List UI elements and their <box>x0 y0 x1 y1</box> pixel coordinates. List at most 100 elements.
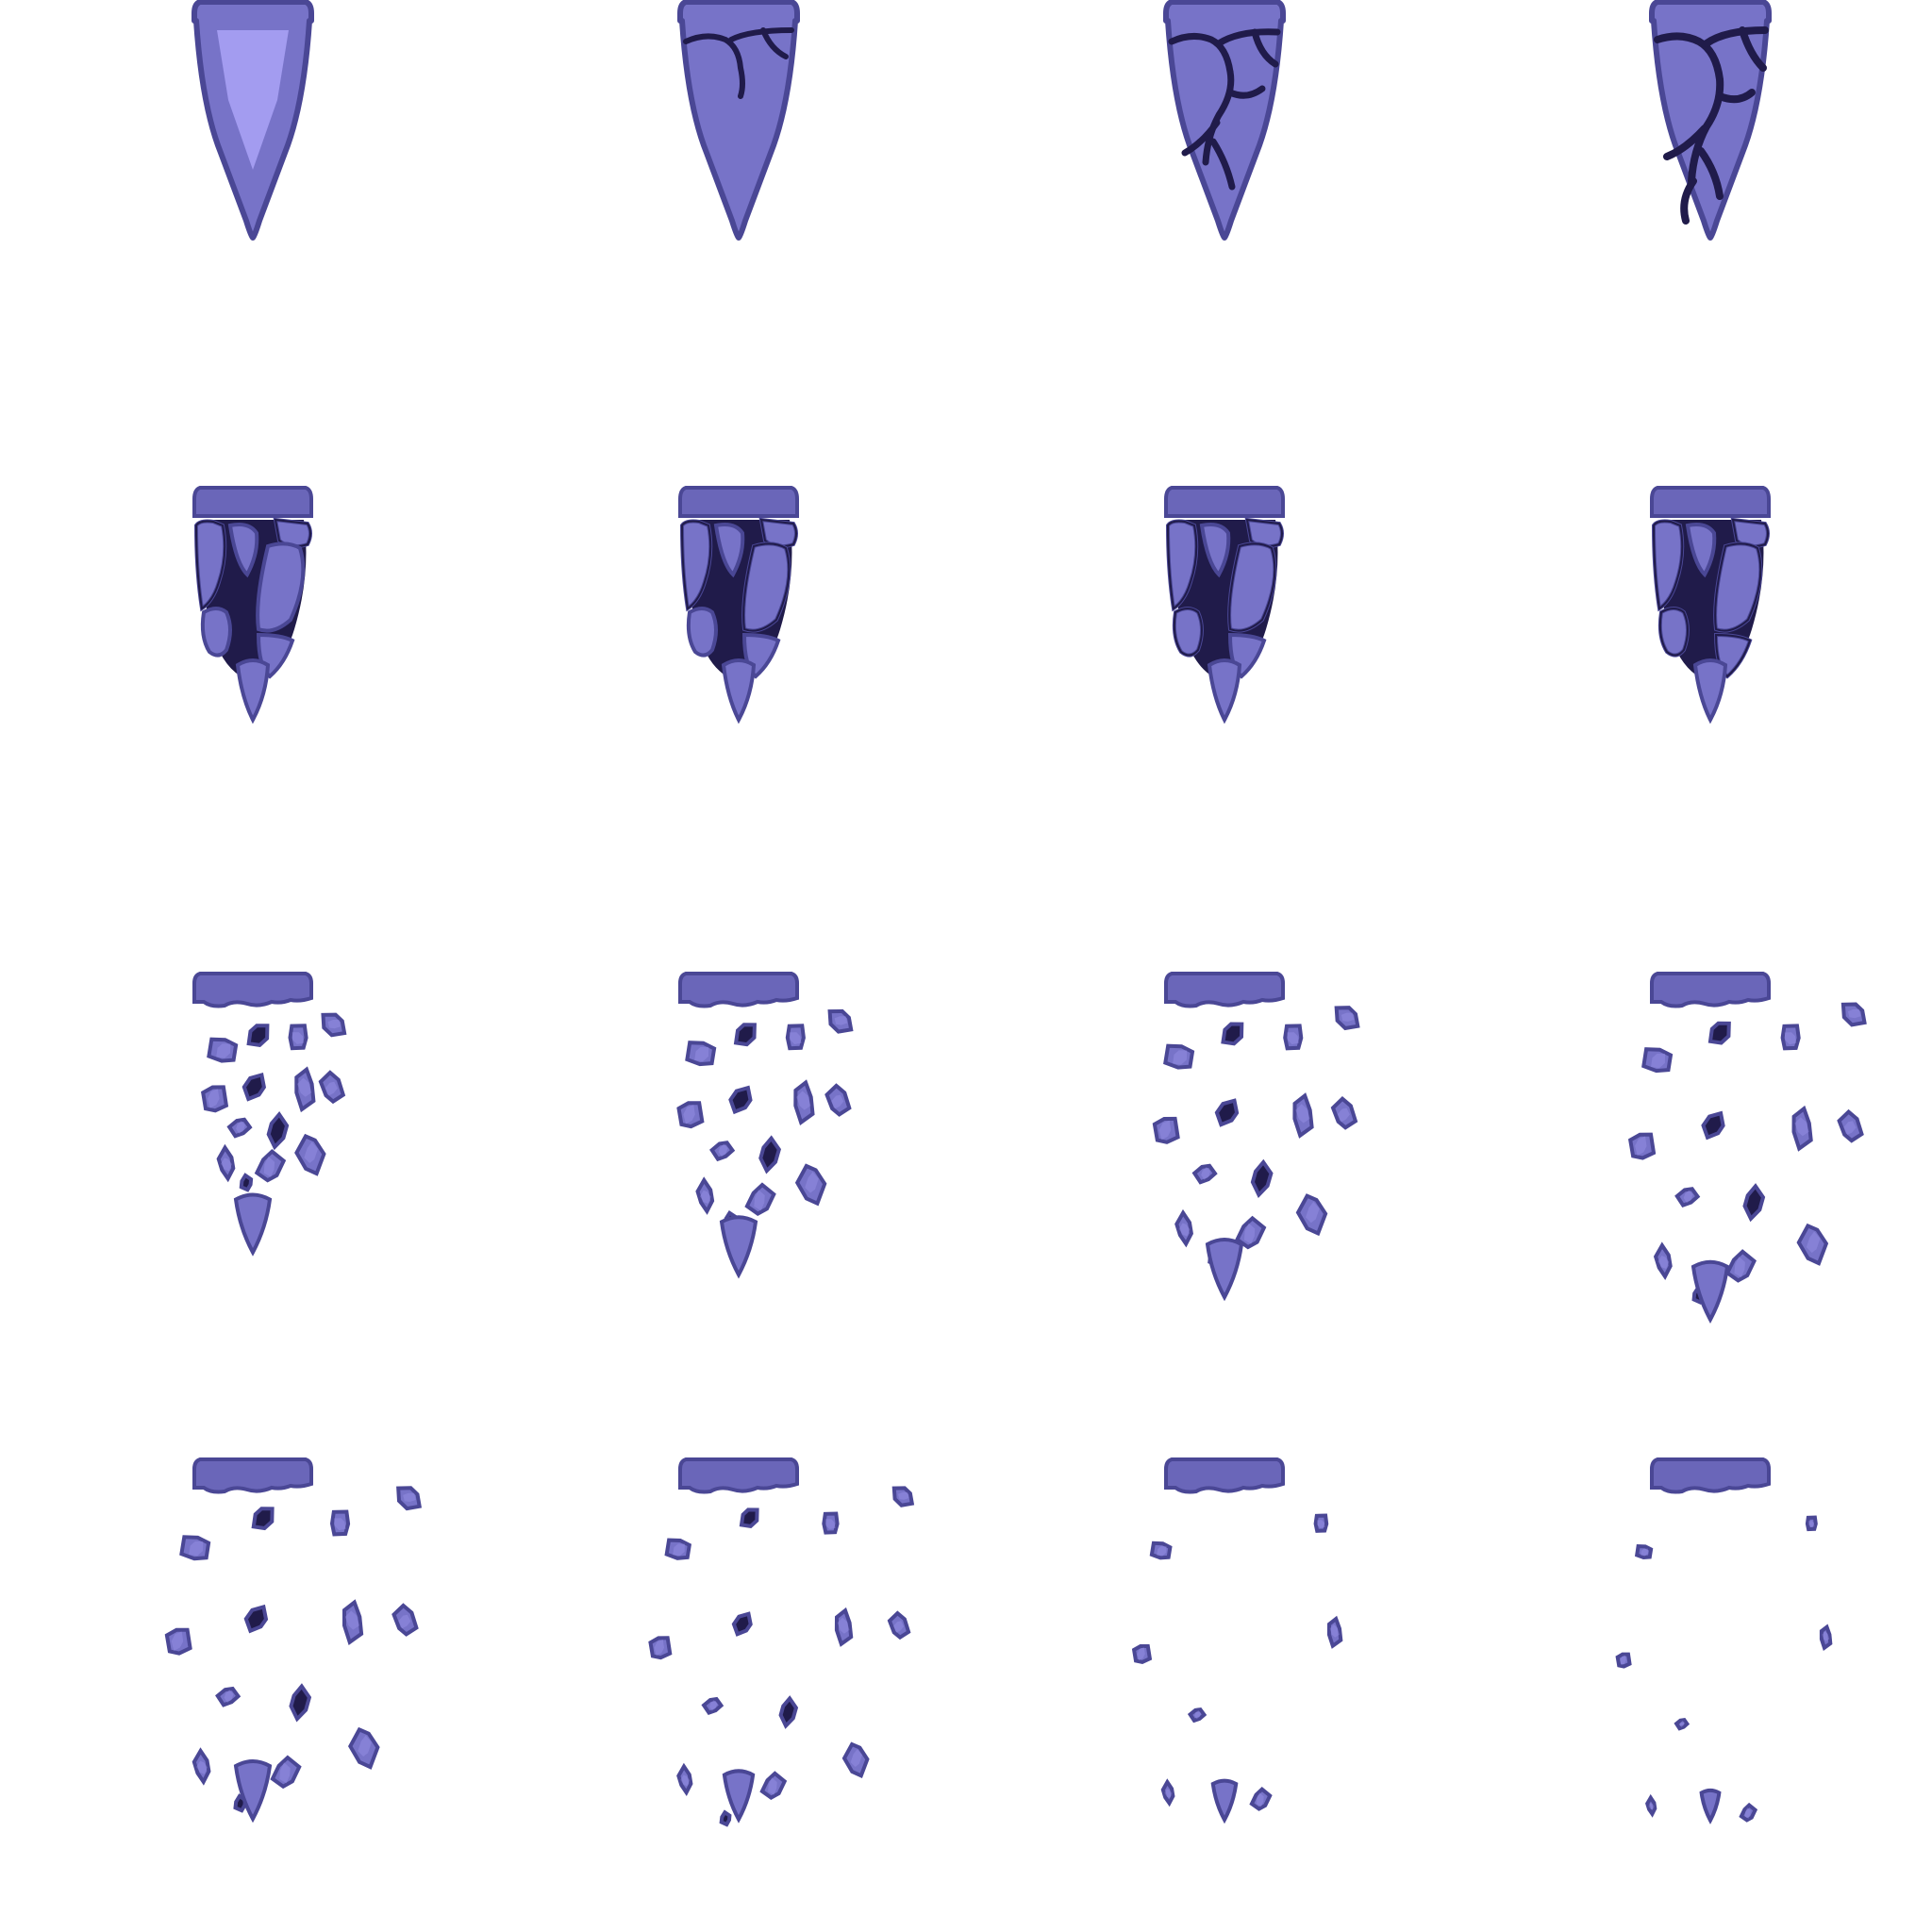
ice-fragment <box>701 1696 724 1715</box>
fragment-glint <box>796 1091 811 1110</box>
fragment-glint <box>831 1094 844 1109</box>
fragment-glint <box>297 1077 312 1097</box>
ice-fragment <box>891 1486 915 1507</box>
ice-shard <box>256 541 306 633</box>
ice-fragment <box>192 1747 211 1786</box>
ice-fragment <box>759 1771 788 1800</box>
sprite-frame-11 <box>1152 972 1360 1302</box>
icicle-body <box>1163 0 1286 241</box>
ice-fragment <box>200 1085 229 1113</box>
ice-fragment <box>226 1117 253 1139</box>
fragment-glint <box>1243 1223 1256 1244</box>
ice-fragment <box>216 1143 236 1183</box>
icicle-cap <box>192 486 313 518</box>
fragment-glint <box>1306 1201 1320 1224</box>
fragment-glint <box>1329 1624 1340 1638</box>
ice-fragment <box>1674 1187 1701 1208</box>
ice-fragment <box>1313 1513 1329 1533</box>
ice-fragment <box>1627 1132 1657 1160</box>
icicle-crack <box>1215 28 1281 47</box>
icicle-cap <box>678 972 799 1008</box>
fragment-glint <box>1847 1008 1861 1019</box>
ice-fragment <box>294 1066 316 1113</box>
fragment-glint <box>1173 1050 1188 1065</box>
ice-fragment <box>794 1163 827 1207</box>
fragment-glint <box>358 1735 372 1757</box>
icicle-cap <box>1650 972 1771 1008</box>
icicle-crack <box>1181 119 1221 157</box>
fragment-glint <box>709 1700 718 1711</box>
shard-edge <box>742 542 791 632</box>
ice-fragment <box>1295 1193 1328 1237</box>
shard-edge <box>1658 608 1689 657</box>
ice-fragment <box>824 1083 852 1117</box>
fragment-glint <box>1734 1257 1745 1277</box>
ice-fragment <box>246 1024 270 1048</box>
fragment-glint <box>673 1543 685 1557</box>
fragment-glint <box>327 1019 341 1029</box>
falling-tip <box>233 1759 273 1824</box>
icicle-cap <box>678 1457 799 1494</box>
ice-fragment <box>1334 1006 1360 1031</box>
falling-tip <box>1699 1788 1722 1824</box>
ice-fragment <box>288 1024 308 1051</box>
fragment-glint <box>683 1105 695 1124</box>
falling-tip <box>1205 1238 1244 1302</box>
ice-fragment <box>1234 1215 1267 1250</box>
icicle-crack <box>1703 26 1769 47</box>
ice-fragment <box>239 1173 254 1192</box>
fragment-glint <box>1137 1647 1145 1661</box>
ice-fragment <box>1819 1624 1833 1651</box>
ice-fragment <box>348 1726 380 1770</box>
ice-fragment <box>709 1141 736 1162</box>
sprite-frame-16 <box>1615 1457 1833 1824</box>
falling-tip <box>1210 1778 1239 1824</box>
ice-fragment <box>827 1008 854 1034</box>
icicle-cap <box>1164 972 1285 1008</box>
icicle-cap <box>1650 486 1771 518</box>
ice-fragment <box>1791 1105 1813 1152</box>
icicle-tip <box>235 658 271 724</box>
fragment-glint <box>171 1631 184 1651</box>
fragment-glint <box>1178 1223 1191 1237</box>
ice-fragment <box>1214 1098 1240 1127</box>
frames-group <box>164 0 1867 1827</box>
ice-fragment <box>1837 1108 1864 1143</box>
ice-fragment <box>254 1148 287 1183</box>
ice-fragment <box>289 1683 312 1723</box>
fragment-glint <box>694 1046 709 1062</box>
ice-fragment <box>1707 1021 1731 1045</box>
ice-fragment <box>728 1085 753 1115</box>
fragment-glint <box>1648 1803 1655 1810</box>
fragment-glint <box>1295 1104 1310 1124</box>
fragment-glint <box>754 1190 765 1211</box>
fragment-glint <box>718 1143 728 1158</box>
ice-fragment <box>1796 1223 1829 1266</box>
fragment-glint <box>768 1777 777 1795</box>
fragment-glint <box>291 1032 305 1044</box>
fragment-glint <box>1806 1231 1821 1253</box>
fragment-glint <box>850 1749 862 1767</box>
fragment-glint <box>1341 1012 1355 1022</box>
ice-fragment <box>342 1599 364 1646</box>
fragment-glint <box>1337 1108 1350 1123</box>
ice-fragment <box>1330 1095 1358 1130</box>
fragment-glint <box>325 1081 338 1096</box>
fragment-glint <box>1317 1520 1325 1528</box>
falling-tip <box>719 1215 758 1279</box>
ice-fragment <box>731 1611 753 1637</box>
ice-fragment <box>251 1507 275 1531</box>
ice-fragment <box>785 1024 806 1051</box>
ice-fragment <box>648 1636 673 1660</box>
fragment-glint <box>263 1156 275 1177</box>
fragment-glint <box>1641 1548 1648 1557</box>
ice-fragment <box>270 1755 302 1790</box>
fragment-glint <box>1287 1032 1299 1044</box>
ice-fragment <box>329 1509 351 1537</box>
icicle-crack <box>683 33 745 99</box>
ice-fragment <box>793 1079 815 1126</box>
icicle-crack <box>1654 32 1724 185</box>
ice-fragment <box>834 1607 854 1647</box>
